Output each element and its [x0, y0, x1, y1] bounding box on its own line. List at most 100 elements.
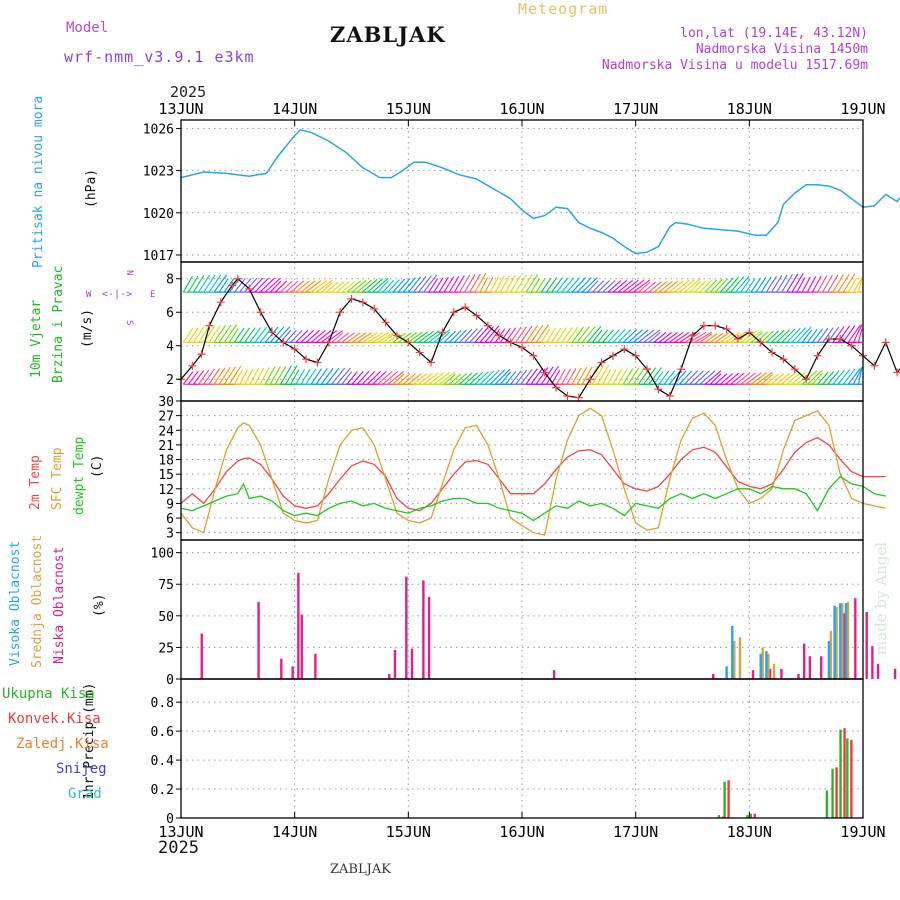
y-tick-label: 0.2 — [151, 783, 174, 798]
bar-total_precip — [839, 729, 842, 818]
wind-barb — [699, 370, 716, 385]
wind-barb — [510, 326, 522, 343]
wind-speed-point — [216, 298, 225, 307]
wind-barb — [643, 329, 661, 343]
wind-barb — [315, 279, 333, 293]
bar-low_cloud — [388, 673, 391, 679]
page-title: ZABLJAK — [330, 22, 446, 47]
wind-speed-point — [540, 368, 549, 377]
compass-west: W — [86, 290, 92, 300]
bar-low_cloud — [808, 656, 812, 679]
wind-barb — [274, 280, 288, 293]
bar-total_precip — [846, 738, 849, 818]
wind-barb — [233, 369, 243, 385]
wind-speed-point — [506, 338, 515, 347]
wind-barb — [730, 372, 745, 385]
wind-barb — [597, 329, 609, 343]
wind-barb — [817, 275, 828, 293]
wind-speed-point — [415, 348, 424, 357]
wind-barb — [269, 280, 282, 293]
wind-barb — [285, 280, 299, 293]
wind-barb — [791, 272, 804, 293]
wind-barb — [321, 282, 333, 293]
wind-barb — [622, 329, 638, 343]
x-tick-label-top: 14JUN — [272, 100, 317, 118]
bar-high_cloud — [731, 625, 734, 679]
wind-barb — [786, 273, 799, 293]
wind-barb — [561, 368, 571, 385]
wind-barb — [704, 370, 722, 385]
bar-mid_cloud — [841, 603, 844, 679]
wind-barb — [459, 328, 473, 343]
wind-barb — [228, 365, 242, 385]
compass-arrows: <-|-> — [102, 289, 132, 300]
wind-barb — [822, 327, 834, 343]
wind-barb — [694, 280, 707, 293]
wind-barb — [852, 277, 863, 293]
compass-north: N — [124, 270, 134, 275]
wind-barb — [499, 327, 511, 343]
pressure-series-line — [180, 128, 900, 255]
wind-barb — [203, 368, 215, 385]
wind-barb — [796, 326, 812, 343]
model-name: wrf-nmm_v3.9.1 e3km — [64, 48, 255, 66]
wind-barb — [300, 329, 315, 343]
wind-barb — [382, 370, 399, 385]
bar-low_cloud — [552, 670, 556, 679]
wind-barb — [443, 330, 456, 343]
wind-barb — [827, 326, 840, 343]
bar-mid_cloud — [761, 647, 764, 679]
wind-barb — [407, 373, 422, 385]
wind-barb — [755, 371, 773, 385]
wind-barb — [510, 274, 522, 293]
wind-barb — [474, 273, 487, 293]
wind-speed-point — [324, 338, 333, 347]
wind-speed-point — [245, 284, 254, 293]
wind-barb — [663, 280, 679, 293]
wind-barb — [658, 280, 673, 293]
wind-speed-point — [302, 355, 311, 364]
wind-speed-point — [438, 328, 447, 337]
wind-speed-point — [347, 294, 356, 303]
wind-barb — [704, 279, 718, 293]
wind-barb — [377, 280, 389, 293]
x-tick-label-bottom: 14JUN — [272, 823, 317, 841]
bar-low_cloud — [802, 643, 806, 679]
wind-barb — [320, 367, 334, 385]
wind-barb — [811, 275, 822, 293]
bar-total_precip — [746, 815, 749, 818]
wind-barb — [581, 366, 593, 385]
wind-speed-point — [699, 321, 708, 330]
wind-barb — [290, 280, 305, 293]
wind-barb — [469, 371, 484, 385]
wind-barb — [540, 277, 552, 293]
wind-barb — [300, 280, 316, 293]
wind-barb — [597, 280, 610, 293]
y-tick-label: 9 — [166, 497, 174, 512]
wind-barb — [750, 372, 768, 385]
wind-barb — [515, 274, 527, 293]
wind-barb — [679, 279, 696, 293]
wind-barb — [423, 372, 439, 385]
wind-barb — [413, 373, 428, 385]
wind-speed-point — [802, 375, 811, 384]
wind-barb — [249, 368, 259, 385]
bottom-year: 2025 — [158, 838, 199, 858]
wind-barb — [653, 332, 667, 343]
wind-barb — [684, 370, 699, 385]
bar-low_cloud — [300, 614, 303, 679]
y-tick-label: 0 — [166, 673, 174, 688]
wind-speed-point — [665, 391, 674, 400]
wind-barb — [714, 332, 729, 343]
wind-barb — [402, 373, 416, 385]
bar-high_cloud — [765, 651, 768, 679]
bar-low_cloud — [314, 653, 317, 679]
wind-barb — [198, 326, 210, 343]
wind-barb — [295, 280, 310, 293]
wind-barb — [760, 373, 773, 385]
wind-barb — [244, 368, 254, 385]
wind-barb — [545, 365, 559, 385]
axes-layer: 1017102010231026246836912151821242730025… — [143, 100, 886, 841]
wind-speed-point — [483, 321, 492, 330]
